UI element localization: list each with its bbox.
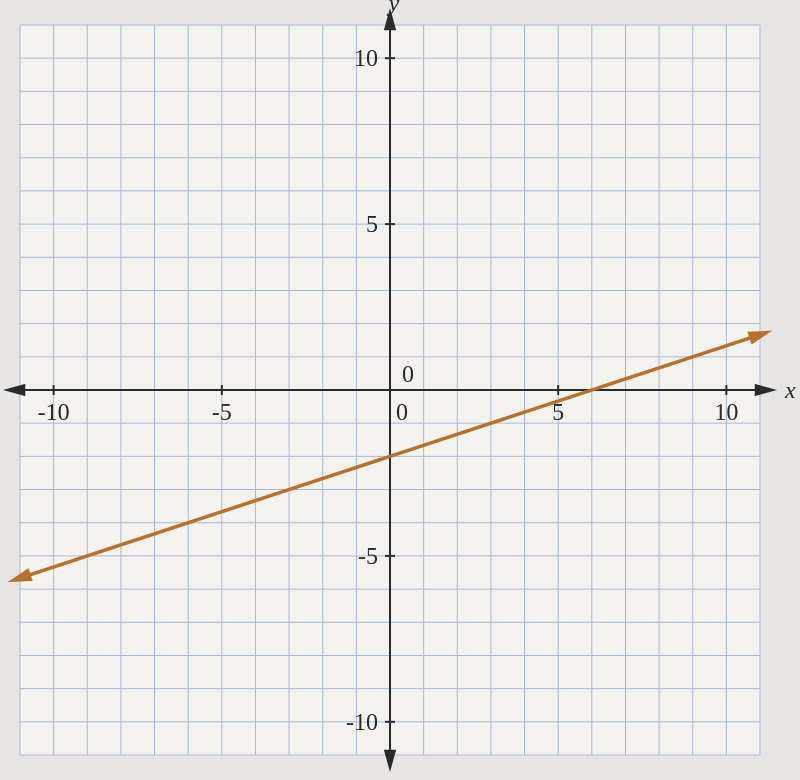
y-tick-label: 5 — [366, 212, 378, 238]
chart-svg: -10-551000-10-5510xy — [0, 0, 800, 780]
origin-label: 0 — [402, 362, 414, 388]
x-tick-label: -5 — [212, 400, 232, 426]
x-tick-label: 10 — [714, 400, 738, 426]
origin-below-label: 0 — [396, 400, 408, 426]
y-axis-label: y — [387, 0, 400, 17]
y-tick-label: -10 — [346, 710, 378, 736]
x-tick-label: -10 — [38, 400, 70, 426]
y-tick-label: -5 — [358, 544, 378, 570]
y-tick-label: 10 — [354, 46, 378, 72]
coordinate-plane-chart: -10-551000-10-5510xy — [0, 0, 800, 780]
x-axis-label: x — [784, 378, 796, 404]
